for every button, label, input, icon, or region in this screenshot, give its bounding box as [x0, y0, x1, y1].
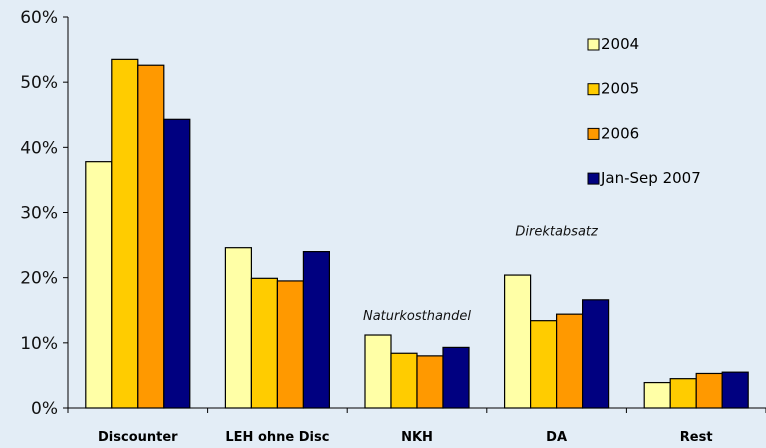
bar: [85, 161, 113, 409]
x-tick-label: LEH ohne Disc: [225, 430, 329, 445]
bar: [276, 280, 304, 409]
bar: [364, 334, 392, 409]
bar: [416, 355, 444, 409]
bar: [163, 118, 191, 409]
bar: [581, 299, 610, 409]
legend-label: 2005: [601, 80, 639, 98]
y-tick-label: 0%: [31, 399, 58, 419]
bar: [302, 251, 330, 409]
legend-swatch: [587, 83, 600, 96]
bar: [137, 64, 165, 409]
bar: [669, 378, 697, 409]
bar: [695, 372, 723, 409]
annotation: Naturkosthandel: [363, 309, 471, 324]
legend-label: 2006: [601, 124, 639, 142]
bar: [721, 371, 749, 409]
legend-swatch: [587, 172, 600, 185]
y-tick-label: 20%: [20, 269, 58, 289]
bar: [442, 346, 470, 409]
x-tick-label: NKH: [401, 430, 433, 445]
bar: [529, 320, 558, 409]
y-tick-label: 50%: [20, 73, 58, 93]
x-tick-label: Discounter: [98, 430, 178, 445]
y-tick-label: 40%: [20, 138, 58, 158]
bar: [390, 352, 418, 409]
legend-swatch: [587, 127, 600, 140]
bar: [643, 381, 671, 409]
bar: [111, 58, 139, 409]
bar: [555, 313, 584, 409]
legend-label: 2004: [601, 35, 639, 53]
y-tick-label: 60%: [20, 8, 58, 28]
x-tick-label: Rest: [680, 430, 713, 445]
legend-swatch: [587, 38, 600, 51]
bar: [504, 274, 532, 409]
x-tick-label: DA: [546, 430, 567, 445]
annotation: Direktabsatz: [515, 224, 599, 239]
bar: [250, 277, 278, 409]
y-tick-label: 10%: [20, 334, 58, 354]
bar: [224, 247, 252, 409]
y-tick-label: 30%: [20, 204, 58, 224]
legend-label: Jan-Sep 2007: [600, 169, 701, 187]
